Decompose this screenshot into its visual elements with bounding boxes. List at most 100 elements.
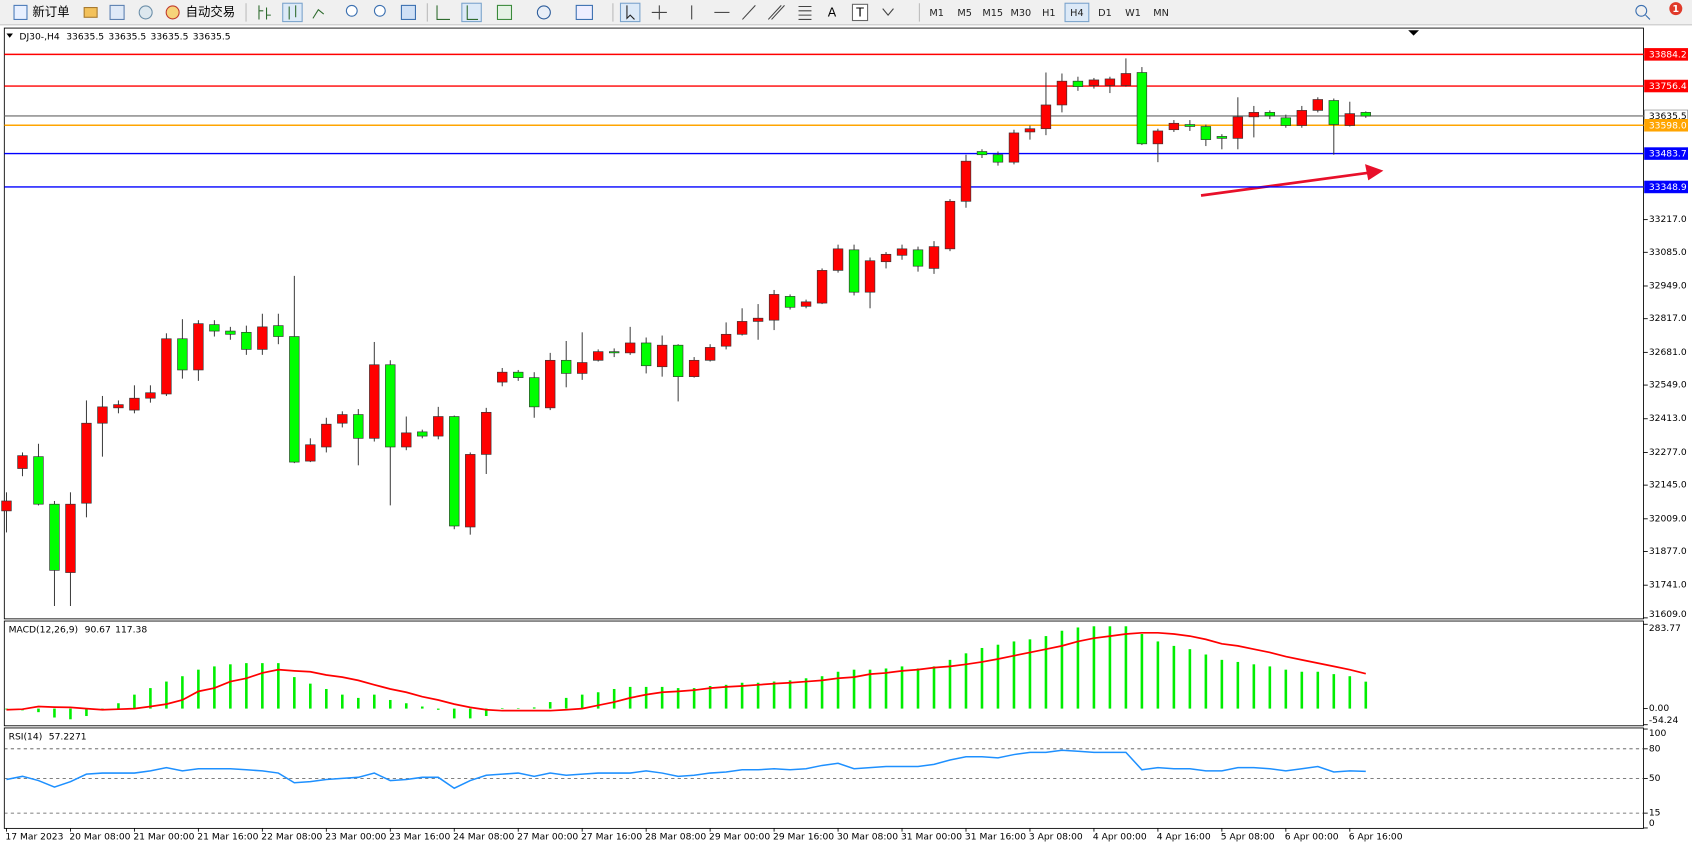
- candle-body: [1136, 72, 1148, 145]
- candle-body: [129, 397, 140, 411]
- icon-zoom-out[interactable]: [373, 4, 386, 17]
- icon-bar-chart[interactable]: [258, 5, 271, 20]
- candle-body: [1296, 110, 1308, 126]
- x-tick-label: 22 Mar 08:00: [261, 832, 322, 843]
- candle-body: [624, 342, 636, 354]
- text-tool[interactable]: T: [855, 4, 864, 19]
- candle-body: [1120, 73, 1132, 86]
- icon-folder[interactable]: [83, 7, 98, 18]
- icon-arrows[interactable]: [882, 8, 894, 16]
- macd-bar: [85, 708, 88, 717]
- timeframe-button[interactable]: H1: [1042, 8, 1055, 19]
- macd-bar: [916, 668, 920, 709]
- y-tick-label: 100: [1649, 728, 1667, 739]
- macd-bar: [37, 708, 40, 713]
- candle-body: [896, 248, 908, 256]
- macd-bar: [596, 692, 600, 709]
- macd-bar: [500, 708, 504, 709]
- candle-body: [944, 200, 956, 250]
- candle-body: [161, 338, 172, 395]
- text-tool[interactable]: A: [828, 4, 837, 19]
- icon-tile[interactable]: [400, 4, 416, 20]
- icon-line-chart[interactable]: [312, 8, 325, 19]
- candle-body: [1312, 99, 1323, 111]
- macd-bar: [756, 682, 760, 709]
- icon-channel[interactable]: [767, 5, 785, 20]
- icon-new-order[interactable]: [13, 4, 28, 20]
- y-tick-label: 33085.0: [1649, 247, 1687, 258]
- candle-body: [656, 344, 668, 368]
- icon-data[interactable]: [109, 4, 125, 20]
- icon-cursor[interactable]: [626, 5, 635, 20]
- candle-body: [1104, 78, 1116, 86]
- y-tick-label: 32145.0: [1649, 480, 1687, 491]
- icon-indicators[interactable]: [496, 4, 513, 20]
- icon-label-box[interactable]: [851, 3, 869, 22]
- candle-body: [417, 431, 428, 437]
- y-tick-label: 32549.0: [1649, 380, 1687, 391]
- x-tick-label: 21 Mar 16:00: [197, 832, 258, 843]
- macd-bar: [1252, 664, 1256, 709]
- macd-bar: [261, 663, 264, 709]
- candle-body: [1088, 79, 1100, 86]
- macd-bar: [564, 697, 568, 709]
- indicator-reading: 90.67: [85, 624, 111, 635]
- x-tick-label: 31 Mar 16:00: [965, 832, 1026, 843]
- candle-body: [848, 249, 860, 293]
- candle-body: [209, 324, 220, 332]
- icon-signal[interactable]: [138, 5, 153, 20]
- icon-trendline[interactable]: [742, 5, 756, 20]
- candle-body: [401, 432, 412, 448]
- toolbar-button[interactable]: 自动交易: [186, 4, 236, 19]
- timeframe-button[interactable]: W1: [1125, 8, 1141, 19]
- candle-body: [481, 411, 492, 455]
- candle-body: [369, 364, 380, 439]
- candle-body: [800, 301, 812, 307]
- macd-bar: [484, 708, 488, 717]
- notification-badge[interactable]: [1669, 2, 1683, 16]
- candle-body: [97, 406, 108, 424]
- candle-body: [433, 416, 444, 437]
- candle-body: [1328, 100, 1339, 125]
- timeframe-button[interactable]: M5: [957, 8, 972, 19]
- icon-templates[interactable]: [575, 4, 593, 20]
- icon-zoom-in[interactable]: [345, 4, 358, 17]
- y-tick-label: 33217.0: [1649, 214, 1687, 225]
- macd-bar: [1268, 666, 1272, 709]
- candle-body: [49, 503, 60, 571]
- timeframe-button[interactable]: M15: [982, 8, 1003, 19]
- candle-body: [704, 347, 716, 361]
- candle-body: [385, 364, 396, 448]
- toolbar-button[interactable]: 新订单: [32, 4, 69, 19]
- timeframe-button[interactable]: M30: [1010, 8, 1031, 19]
- candle-body: [816, 270, 828, 304]
- icon-candles[interactable]: [288, 5, 297, 20]
- candle-body: [912, 249, 924, 267]
- icon-shift-active[interactable]: [461, 2, 482, 23]
- timeframe-button[interactable]: D1: [1098, 8, 1112, 19]
- candle-body: [592, 351, 604, 361]
- icon-auto-trade[interactable]: [165, 5, 180, 20]
- timeframe-button[interactable]: M1: [929, 8, 944, 19]
- macd-bar: [788, 680, 792, 709]
- icon-search[interactable]: [1635, 4, 1648, 17]
- macd-bar: [548, 702, 552, 709]
- candle-body: [880, 253, 892, 263]
- macd-bar: [1028, 639, 1032, 709]
- icon-autoscroll[interactable]: [436, 5, 450, 20]
- macd-bar: [772, 681, 776, 709]
- icon-periods[interactable]: [536, 5, 551, 20]
- candle-body: [1264, 112, 1276, 117]
- icon-cursor-active[interactable]: [619, 2, 641, 23]
- macd-bar: [1188, 649, 1192, 709]
- x-tick-label: 30 Mar 08:00: [837, 832, 898, 843]
- candle-body: [305, 444, 316, 462]
- icon-fibonacci[interactable]: [798, 5, 812, 20]
- panel-header: MACD(12,26,9) 90.67 117.38: [9, 624, 148, 635]
- icon-shift[interactable]: [466, 5, 479, 20]
- rsi-line: [6, 749, 1366, 790]
- icon-crosshair[interactable]: [651, 5, 667, 20]
- timeframe-button[interactable]: MN: [1153, 8, 1169, 19]
- timeframe-button[interactable]: H4: [1070, 8, 1083, 19]
- icon-candle-active[interactable]: [282, 2, 303, 23]
